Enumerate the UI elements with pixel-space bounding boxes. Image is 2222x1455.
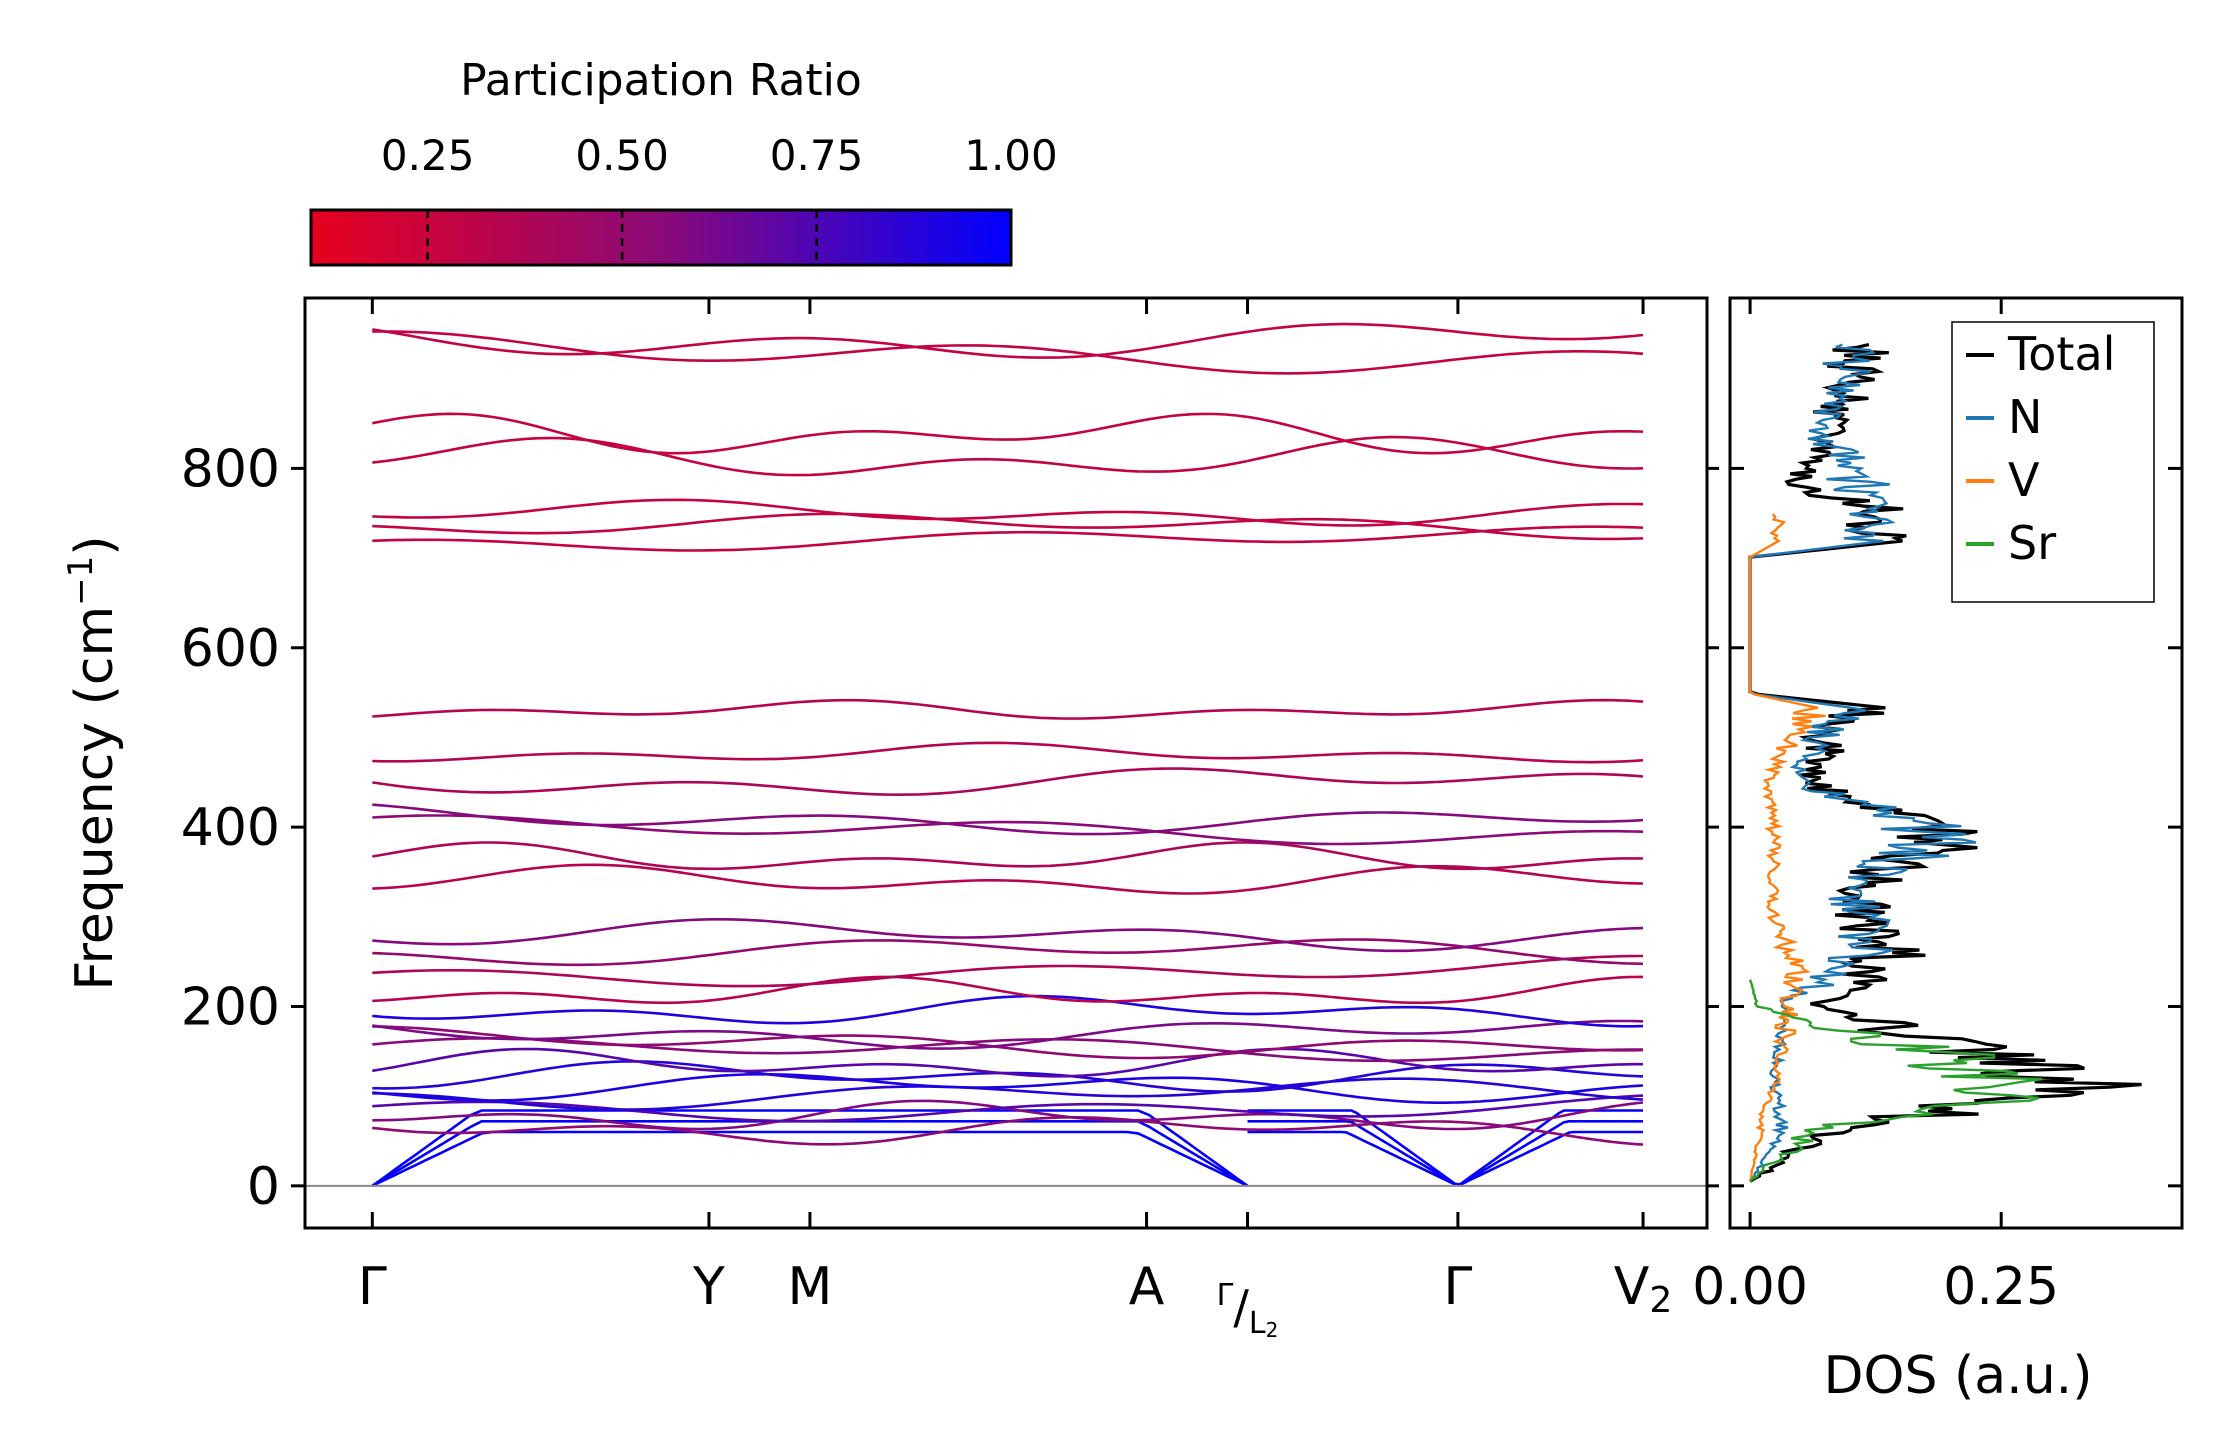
- phonon-band: [1247, 525, 1644, 544]
- phonon-band: [371, 1109, 1249, 1187]
- phonon-band: [1247, 1005, 1644, 1028]
- phonon-band: [371, 1130, 1249, 1187]
- colorbar-tick-label: 0.25: [381, 131, 475, 180]
- phonon-band: [1247, 771, 1644, 785]
- phonon-band: [1247, 1019, 1644, 1035]
- y-tick-label: 800: [181, 439, 280, 499]
- dos-series-v: [1748, 513, 1826, 1182]
- phonon-band: [1247, 954, 1643, 979]
- dos-panel: 0.00 0.25 DOS (a.u.) Total NV Sr: [1692, 296, 2184, 1406]
- dos-x-axis-label: DOS (a.u.): [1824, 1346, 2093, 1406]
- dos-x-tick-label: 0.25: [1943, 1257, 2059, 1317]
- phonon-band: [372, 530, 1248, 552]
- phonon-band: [1247, 926, 1644, 953]
- phonon-band: [1247, 1120, 1644, 1146]
- x-tick-label: Γ: [358, 1257, 387, 1317]
- phonon-band: [1247, 502, 1644, 527]
- phonon-band: [1247, 517, 1644, 541]
- phonon-band: [372, 939, 1248, 967]
- phonon-band: [1247, 1080, 1644, 1104]
- phonon-band: [1247, 864, 1644, 892]
- phonon-band: [372, 328, 1248, 359]
- phonon-band: [1247, 1047, 1643, 1073]
- phonon-band: [372, 412, 1248, 455]
- colorbar-tick-label: 0.50: [575, 131, 669, 180]
- y-tick-label: 600: [181, 619, 280, 679]
- dos-legend: Total NV Sr: [1951, 321, 2155, 603]
- phonon-band: [1247, 435, 1644, 470]
- phonon-band: [1247, 1039, 1644, 1054]
- dos-axes: 0.00 0.25: [1692, 298, 2182, 1317]
- x-tick-label: V2: [1614, 1257, 1672, 1321]
- phonon-band: [372, 767, 1248, 797]
- colorbar: Participation Ratio 0.25 0.50 0.75 1.00: [309, 55, 1058, 267]
- x-tick-label: A: [1129, 1257, 1165, 1317]
- phonon-band: [372, 918, 1248, 946]
- phonon-band: [372, 975, 1248, 1005]
- phonon-band: [372, 841, 1248, 871]
- x-tick-label: Γ: [1443, 1257, 1472, 1317]
- phonon-band: [1247, 938, 1644, 966]
- y-tick-label: 0: [247, 1157, 280, 1217]
- phonon-band: [372, 698, 1248, 720]
- phonon-band: [1247, 751, 1644, 764]
- band-axes: 0 200 400 600 800 Γ Y M A Γ/L2 Γ V2: [181, 298, 1719, 1342]
- phonon-band: [372, 1085, 1248, 1111]
- phonon-band: [1247, 698, 1644, 716]
- legend-label: N: [2008, 390, 2042, 444]
- phonon-band: [372, 498, 1248, 521]
- dos-x-tick-label: 0.00: [1692, 1257, 1808, 1317]
- phonon-band: [372, 741, 1248, 763]
- phonon-band: [372, 803, 1248, 836]
- phonon-band: [372, 1047, 1248, 1078]
- dos-series-total: [1748, 343, 2142, 1183]
- phonon-band: [1247, 1109, 1643, 1186]
- legend-label: V: [2008, 453, 2040, 507]
- colorbar-title: Participation Ratio: [460, 55, 862, 106]
- phonon-band: [1247, 415, 1644, 455]
- dos-frame: [1728, 296, 2184, 1230]
- colorbar-ticks: 0.25 0.50 0.75 1.00: [381, 131, 1058, 265]
- legend-label: Total: [2007, 327, 2115, 381]
- legend-frame: [1951, 321, 2155, 603]
- y-tick-label: 200: [181, 977, 280, 1037]
- y-axis-label: Frequency (cm−1): [61, 535, 125, 990]
- phonon-band: [372, 1099, 1248, 1131]
- phonon-band: [372, 863, 1248, 895]
- x-tick-label: M: [787, 1257, 832, 1317]
- colorbar-tick-label: 0.75: [770, 131, 864, 180]
- colorbar-gradient: [309, 208, 1013, 267]
- band-lines: [371, 322, 1644, 1187]
- colorbar-tick-label: 1.00: [964, 131, 1058, 180]
- y-tick-label: 400: [181, 798, 280, 858]
- phonon-band: [372, 1036, 1248, 1055]
- phonon-band: [372, 436, 1248, 477]
- x-tick-label: Y: [692, 1257, 725, 1317]
- phonon-band: [372, 1115, 1248, 1146]
- dos-lines: [1748, 343, 2142, 1183]
- phonon-band: [1247, 1094, 1644, 1118]
- band-frame: [303, 296, 1709, 1230]
- phonon-band: [372, 1021, 1248, 1050]
- phonon-band: [372, 1060, 1248, 1093]
- phonon-band: [372, 814, 1248, 842]
- phonon-band: [1247, 841, 1644, 871]
- legend-label: Sr: [2008, 516, 2056, 570]
- band-structure-panel: 0 200 400 600 800 Γ Y M A Γ/L2 Γ V2 Frequency (cm−1…: [61, 296, 1719, 1342]
- x-tick-label: Γ/L2: [1217, 1278, 1279, 1342]
- phonon-band: [1247, 1063, 1644, 1093]
- phonon-band: [372, 964, 1248, 988]
- phonon-band: [1247, 350, 1644, 375]
- phonon-band: [1247, 322, 1644, 341]
- dos-series-n: [1748, 343, 1977, 1183]
- phonon-band: [1247, 829, 1644, 846]
- dos-series-sr: [1748, 979, 2043, 1183]
- phonon-band: [1247, 811, 1644, 823]
- phonon-band: [372, 512, 1248, 535]
- phonon-band: [1247, 1048, 1643, 1063]
- phonon-band: [1247, 975, 1643, 1005]
